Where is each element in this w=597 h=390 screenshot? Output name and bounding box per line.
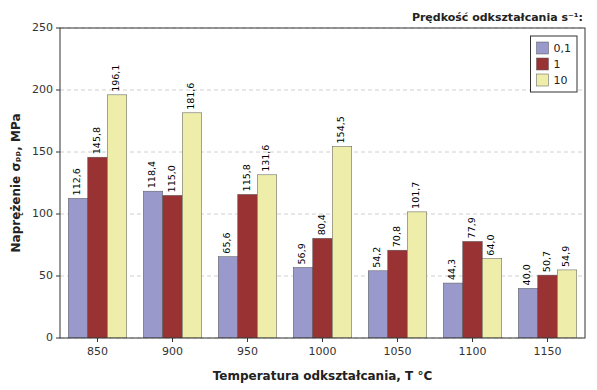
axes: 0 50 100 150 200 250 850 900 950 1000 1050 1100 1150: [32, 21, 562, 358]
data-label: 115,0: [166, 165, 177, 192]
x-tick-label: 1150: [534, 345, 562, 358]
data-label: 131,6: [261, 145, 272, 172]
bar: [143, 191, 163, 338]
data-label: 154,5: [336, 116, 347, 143]
legend-box: [531, 36, 578, 92]
bar: [388, 250, 408, 338]
data-label: 118,4: [147, 161, 158, 188]
bar: [88, 157, 108, 338]
data-label: 145,8: [91, 127, 102, 154]
y-tick-label: 0: [46, 331, 53, 344]
legend-label: 1: [554, 58, 561, 71]
y-axis-label: Naprężenie σₚₚ, MPa: [9, 114, 23, 253]
y-tick: [56, 28, 60, 29]
legend: 0,1 1 10: [531, 36, 578, 92]
legend-title: Prędkość odkształcania s⁻¹:: [412, 11, 583, 24]
y-tick: [56, 338, 60, 339]
data-label: 54,2: [372, 247, 383, 268]
bar: [407, 212, 427, 338]
data-label: 44,3: [447, 259, 458, 280]
grid-line: [60, 90, 585, 91]
chart: 0 50 100 150 200 250 850 900 950 1000 1050 1100 1150…: [0, 0, 597, 390]
bar: [293, 267, 313, 338]
x-tick: [472, 338, 473, 342]
y-tick-label: 150: [32, 145, 53, 158]
y-tick: [56, 152, 60, 153]
y-tick: [56, 214, 60, 215]
legend-label: 0,1: [554, 42, 572, 55]
x-tick: [322, 338, 323, 342]
x-tick-label: 950: [237, 345, 258, 358]
y-tick-label: 50: [39, 269, 53, 282]
bar: [463, 241, 483, 338]
data-label: 115,8: [241, 164, 252, 191]
bars: [68, 95, 577, 338]
bar: [557, 270, 577, 338]
x-tick: [172, 338, 173, 342]
x-tick: [397, 338, 398, 342]
bar: [368, 271, 388, 338]
y-tick: [56, 276, 60, 277]
x-tick-label: 1050: [384, 345, 412, 358]
x-tick-label: 850: [87, 345, 108, 358]
bar: [257, 175, 277, 338]
x-tick-label: 1100: [459, 345, 487, 358]
grid: [60, 28, 585, 338]
data-label: 64,0: [486, 234, 497, 255]
bar: [68, 198, 88, 338]
data-labels: 112,6 118,4 65,6 56,9 54,2 44,3 40,0 145,8 115,0…: [72, 65, 572, 286]
data-label: 54,9: [561, 246, 572, 267]
bar: [238, 194, 258, 338]
y-tick-label: 100: [32, 207, 53, 220]
y-tick-label: 250: [32, 21, 53, 34]
legend-label: 10: [554, 74, 568, 87]
data-label: 101,7: [411, 182, 422, 209]
data-label: 80,4: [316, 214, 327, 235]
x-tick: [247, 338, 248, 342]
data-label: 56,9: [297, 243, 308, 264]
bar: [107, 95, 127, 338]
data-label: 50,7: [541, 251, 552, 272]
legend-swatch: [537, 58, 549, 70]
bar: [538, 275, 558, 338]
data-label: 196,1: [111, 65, 122, 92]
data-label: 70,8: [391, 226, 402, 247]
plot-frame: [60, 28, 585, 338]
bar: [313, 238, 333, 338]
bar: [182, 113, 202, 338]
data-label: 112,6: [72, 168, 83, 195]
x-axis-label: Temperatura odkształcania, T °C: [213, 369, 433, 383]
x-tick-label: 1000: [309, 345, 337, 358]
bar: [482, 259, 502, 338]
data-label: 77,9: [466, 217, 477, 238]
x-tick-label: 900: [162, 345, 183, 358]
data-label: 65,6: [222, 232, 233, 253]
bar: [443, 283, 463, 338]
bar: [218, 257, 238, 338]
y-tick-label: 200: [32, 83, 53, 96]
legend-swatch: [537, 42, 549, 54]
bar: [163, 195, 183, 338]
background: [0, 0, 597, 390]
grid-line: [60, 152, 585, 153]
data-label: 181,6: [186, 83, 197, 110]
y-tick: [56, 90, 60, 91]
legend-swatch: [537, 74, 549, 86]
x-tick: [547, 338, 548, 342]
x-tick: [97, 338, 98, 342]
data-label: 40,0: [522, 264, 533, 285]
bar: [518, 288, 538, 338]
bar: [332, 146, 352, 338]
